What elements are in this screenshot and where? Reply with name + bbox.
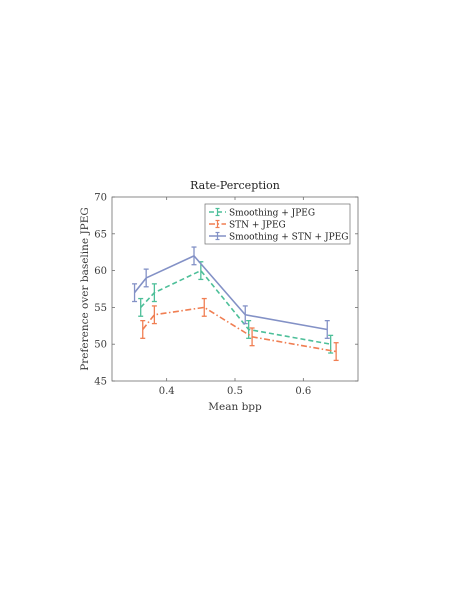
y-axis-ticks: 45 50 55 60 65 70 [94, 193, 358, 388]
series-group [140, 297, 339, 362]
y-tick-label: 70 [94, 193, 107, 204]
x-tick-label: 0.6 [295, 386, 311, 397]
x-tick-label: 0.4 [159, 386, 175, 397]
y-tick-label: 55 [94, 303, 107, 314]
y-axis-label: Preference over baseline JPEG [79, 207, 91, 371]
y-tick-label: 65 [94, 229, 107, 240]
legend-entries: Smoothing + JPEG STN + JPEG Smoothing + ST… [209, 207, 348, 243]
y-tick-label: 50 [94, 340, 107, 351]
chart-title: Rate-Perception [190, 179, 280, 192]
x-tick-label: 0.5 [227, 386, 243, 397]
legend: Smoothing + JPEG STN + JPEG Smoothing + ST… [204, 203, 351, 245]
series-layer [132, 246, 339, 362]
x-axis-label: Mean bpp [208, 401, 262, 413]
y-tick-label: 45 [94, 377, 107, 388]
series-line [142, 306, 337, 353]
x-axis-ticks: 0.4 0.5 0.6 [159, 197, 311, 397]
legend-label: Smoothing + JPEG [229, 209, 315, 219]
legend-label: Smoothing + STN + JPEG [229, 233, 348, 243]
series-group [132, 246, 330, 339]
legend-box [204, 203, 351, 245]
legend-label: STN + JPEG [229, 221, 286, 231]
y-tick-label: 60 [94, 266, 107, 277]
